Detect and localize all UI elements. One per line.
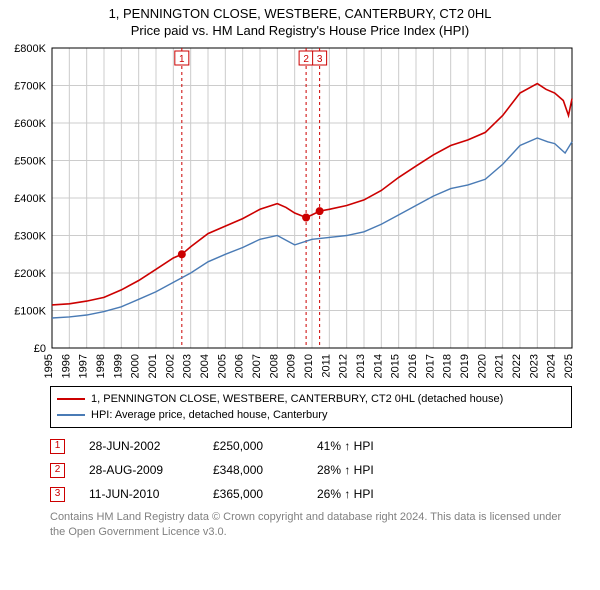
legend: 1, PENNINGTON CLOSE, WESTBERE, CANTERBUR… (50, 386, 572, 428)
svg-text:£500K: £500K (14, 156, 46, 168)
sale-marker-icon: 1 (50, 439, 65, 454)
legend-swatch (57, 414, 85, 416)
svg-text:£0: £0 (34, 343, 46, 355)
svg-text:2005: 2005 (216, 354, 228, 378)
legend-row-0: 1, PENNINGTON CLOSE, WESTBERE, CANTERBUR… (57, 391, 565, 407)
svg-text:1998: 1998 (95, 354, 107, 378)
svg-text:2010: 2010 (303, 354, 315, 378)
svg-text:2004: 2004 (199, 354, 211, 378)
svg-text:2024: 2024 (546, 354, 558, 378)
sale-delta: 28% ↑ HPI (317, 463, 407, 477)
svg-text:2003: 2003 (182, 354, 194, 378)
svg-text:1997: 1997 (78, 354, 90, 378)
svg-text:2007: 2007 (251, 354, 263, 378)
svg-text:2017: 2017 (424, 354, 436, 378)
sale-marker-icon: 2 (50, 463, 65, 478)
svg-text:3: 3 (317, 54, 323, 65)
legend-row-1: HPI: Average price, detached house, Cant… (57, 407, 565, 423)
sales-row-3: 3 11-JUN-2010 £365,000 26% ↑ HPI (50, 482, 572, 506)
svg-text:2000: 2000 (130, 354, 142, 378)
sale-price: £348,000 (213, 463, 293, 477)
sales-table: 1 28-JUN-2002 £250,000 41% ↑ HPI 2 28-AUG-200… (50, 434, 572, 506)
svg-text:£200K: £200K (14, 268, 46, 280)
sale-dot-3 (316, 207, 324, 215)
title-area: 1, PENNINGTON CLOSE, WESTBERE, CANTERBUR… (0, 0, 600, 40)
svg-text:£600K: £600K (14, 118, 46, 130)
legend-swatch (57, 398, 85, 400)
svg-text:2002: 2002 (164, 354, 176, 378)
sale-delta: 26% ↑ HPI (317, 487, 407, 501)
svg-text:2016: 2016 (407, 354, 419, 378)
svg-text:2022: 2022 (511, 354, 523, 378)
sale-dot-2 (302, 214, 310, 222)
sale-date: 11-JUN-2010 (89, 487, 189, 501)
svg-text:2015: 2015 (390, 354, 402, 378)
sale-date: 28-AUG-2009 (89, 463, 189, 477)
price-chart: £0 £100K £200K £300K £400K £500K £600K £700K £80… (0, 40, 600, 380)
svg-text:2006: 2006 (234, 354, 246, 378)
svg-text:1: 1 (179, 54, 185, 65)
sale-delta: 41% ↑ HPI (317, 439, 407, 453)
chart-card: 1, PENNINGTON CLOSE, WESTBERE, CANTERBUR… (0, 0, 600, 540)
svg-text:1996: 1996 (60, 354, 72, 378)
sale-price: £365,000 (213, 487, 293, 501)
svg-text:£700K: £700K (14, 81, 46, 93)
title-line-1: 1, PENNINGTON CLOSE, WESTBERE, CANTERBUR… (4, 6, 596, 21)
svg-text:1995: 1995 (43, 354, 55, 378)
svg-text:2018: 2018 (442, 354, 454, 378)
svg-text:2012: 2012 (338, 354, 350, 378)
svg-text:2014: 2014 (372, 354, 384, 378)
svg-text:2025: 2025 (563, 354, 575, 378)
svg-text:2: 2 (303, 54, 309, 65)
svg-text:2009: 2009 (286, 354, 298, 378)
legend-label: HPI: Average price, detached house, Cant… (91, 409, 327, 421)
sale-marker-icon: 3 (50, 487, 65, 502)
svg-text:2001: 2001 (147, 354, 159, 378)
svg-text:2023: 2023 (528, 354, 540, 378)
svg-text:£300K: £300K (14, 231, 46, 243)
sale-dot-1 (178, 250, 186, 258)
svg-text:1999: 1999 (112, 354, 124, 378)
svg-text:£100K: £100K (14, 306, 46, 318)
svg-text:2008: 2008 (268, 354, 280, 378)
svg-text:2013: 2013 (355, 354, 367, 378)
sales-row-1: 1 28-JUN-2002 £250,000 41% ↑ HPI (50, 434, 572, 458)
svg-text:2021: 2021 (494, 354, 506, 378)
sales-row-2: 2 28-AUG-2009 £348,000 28% ↑ HPI (50, 458, 572, 482)
attribution-text: Contains HM Land Registry data © Crown c… (50, 510, 572, 540)
svg-text:£800K: £800K (14, 43, 46, 55)
legend-label: 1, PENNINGTON CLOSE, WESTBERE, CANTERBUR… (91, 393, 503, 405)
svg-text:2019: 2019 (459, 354, 471, 378)
svg-text:2011: 2011 (320, 354, 332, 378)
svg-text:2020: 2020 (476, 354, 488, 378)
title-line-2: Price paid vs. HM Land Registry's House … (4, 23, 596, 38)
chart-area: £0 £100K £200K £300K £400K £500K £600K £700K £80… (0, 40, 600, 380)
sale-price: £250,000 (213, 439, 293, 453)
svg-text:£400K: £400K (14, 193, 46, 205)
sale-date: 28-JUN-2002 (89, 439, 189, 453)
